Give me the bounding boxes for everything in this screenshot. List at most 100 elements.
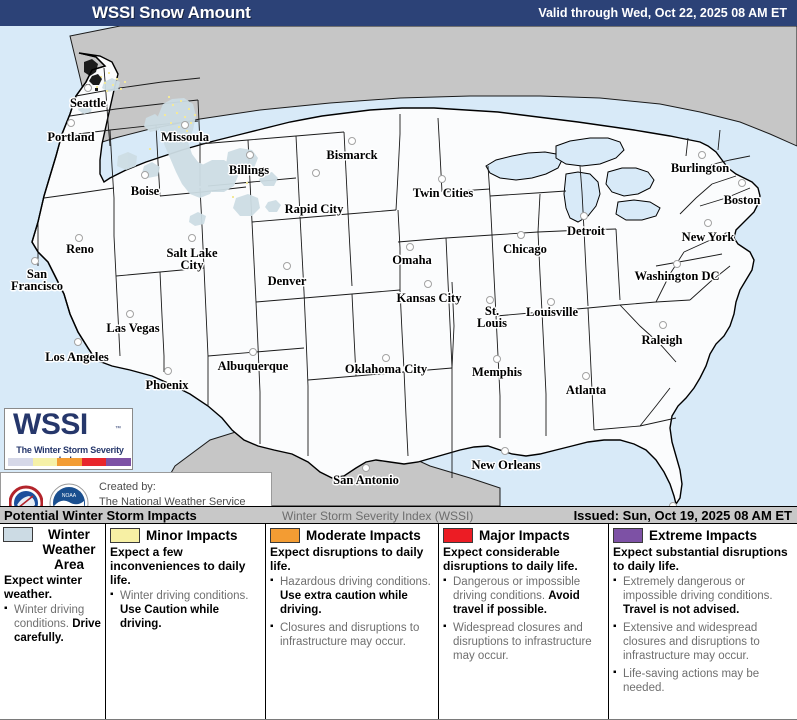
legend-bullets-moderate-impacts: Hazardous driving conditions. Use extra …	[266, 574, 438, 649]
legend-bullet-item: Winter driving conditions. Use Caution w…	[110, 588, 261, 631]
wssi-bar-0	[8, 458, 33, 466]
wssi-bar-4	[106, 458, 131, 466]
city-dot[interactable]	[249, 348, 257, 356]
city-dot[interactable]	[517, 231, 525, 239]
minor-impacts-speckles	[96, 72, 248, 198]
city-dot[interactable]	[126, 310, 134, 318]
city-dot[interactable]	[547, 298, 555, 306]
legend-title-major-impacts: Major Impacts	[479, 528, 570, 543]
puget-sound-detail	[84, 59, 102, 91]
legend-column-minor-impacts: Minor Impacts Expect a few inconveniences…	[105, 524, 265, 719]
legend-column-moderate-impacts: Moderate Impacts Expect disruptions to da…	[265, 524, 438, 719]
legend-intro-extreme-impacts: Expect substantial disruptions to daily …	[613, 545, 788, 573]
legend-intro-winter-weather-area: Expect winter weather.	[4, 573, 83, 601]
wssi-bar-3	[81, 458, 107, 466]
state-boundaries	[37, 67, 751, 478]
strip-left-label: Potential Winter Storm Impacts	[4, 508, 197, 523]
city-dot[interactable]	[406, 243, 414, 251]
legend-intro-major-impacts: Expect considerable disruptions to daily…	[443, 545, 578, 573]
city-dot[interactable]	[74, 338, 82, 346]
legend-intro-moderate-impacts: Expect disruptions to daily life.	[270, 545, 424, 573]
city-dot[interactable]	[669, 502, 677, 506]
legend-column-winter-weather-area: Winter Weather Area Expect winter weather…	[0, 524, 105, 719]
city-dot[interactable]	[493, 355, 501, 363]
impacts-legend: Winter Weather Area Expect winter weather…	[0, 524, 797, 720]
winter-weather-area-shading	[78, 78, 281, 226]
legend-title-moderate-impacts: Moderate Impacts	[306, 528, 421, 543]
legend-swatch-extreme-impacts	[613, 528, 643, 543]
city-dot[interactable]	[362, 464, 370, 472]
us-outline-overlay	[31, 52, 107, 361]
svg-text:NOAA: NOAA	[62, 493, 77, 499]
legend-title-extreme-impacts: Extreme Impacts	[649, 528, 758, 543]
city-dot[interactable]	[704, 219, 712, 227]
legend-bullet-item: Extensive and widespread closures and di…	[613, 620, 793, 663]
city-dot[interactable]	[424, 280, 432, 288]
city-dot[interactable]	[246, 151, 254, 159]
map-canvas[interactable]: Seattle Portland Missoula Billings Bismarck B…	[0, 26, 797, 506]
nws-seal-icon	[9, 485, 43, 506]
city-dot[interactable]	[438, 175, 446, 183]
legend-bullets-extreme-impacts: Extremely dangerous or impossible drivin…	[609, 574, 797, 695]
city-dot[interactable]	[141, 171, 149, 179]
legend-bullets-minor-impacts: Winter driving conditions. Use Caution w…	[106, 588, 265, 631]
legend-bullet-item: Extremely dangerous or impossible drivin…	[613, 574, 793, 617]
city-dot[interactable]	[164, 367, 172, 375]
legend-bullets-major-impacts: Dangerous or impossible driving conditio…	[439, 574, 608, 663]
city-dot[interactable]	[659, 321, 667, 329]
legend-bullet-item: Dangerous or impossible driving conditio…	[443, 574, 604, 617]
page-title: WSSI Snow Amount	[92, 3, 251, 22]
city-dot[interactable]	[582, 372, 590, 380]
city-dot[interactable]	[188, 234, 196, 242]
legend-bullets-winter-weather-area: Winter driving conditions. Drive careful…	[0, 602, 105, 645]
valid-through-text: Valid through Wed, Oct 22, 2025 08 AM ET	[538, 6, 787, 20]
city-dot[interactable]	[348, 137, 356, 145]
credit-line-1: Created by:	[99, 481, 156, 493]
wssi-bar-1	[32, 458, 58, 466]
legend-title-winter-weather-area: Winter Weather Area	[42, 527, 96, 572]
impacts-strip: Potential Winter Storm Impacts Winter St…	[0, 506, 797, 524]
canada-landmass	[69, 26, 797, 147]
city-dot[interactable]	[580, 212, 588, 220]
wssi-color-bars	[8, 458, 131, 466]
legend-bullet-item: Life-saving actions may be needed.	[613, 666, 793, 695]
city-dot[interactable]	[84, 84, 92, 92]
legend-title-minor-impacts: Minor Impacts	[146, 528, 238, 543]
legend-bullet-item: Closures and disruptions to infrastructu…	[270, 620, 434, 649]
city-dot[interactable]	[181, 121, 189, 129]
legend-column-major-impacts: Major Impacts Expect considerable disrupt…	[438, 524, 608, 719]
credit-box: NOAA Created by: The National Weather Se…	[0, 472, 272, 506]
city-dot[interactable]	[673, 260, 681, 268]
city-dot[interactable]	[31, 257, 39, 265]
title-bar: WSSI Snow Amount Valid through Wed, Oct …	[0, 0, 797, 26]
legend-swatch-major-impacts	[443, 528, 473, 543]
legend-swatch-minor-impacts	[110, 528, 140, 543]
wssi-logo: WSSI ™ The Winter Storm Severity Index	[4, 408, 133, 470]
wssi-bar-2	[57, 458, 82, 466]
city-dot[interactable]	[283, 262, 291, 270]
legend-bullet-item: Hazardous driving conditions. Use extra …	[270, 574, 434, 617]
strip-middle-label: Winter Storm Severity Index (WSSI)	[282, 509, 474, 523]
city-dot[interactable]	[312, 169, 320, 177]
great-lakes	[485, 137, 661, 223]
strip-issued-label: Issued: Sun, Oct 19, 2025 08 AM ET	[573, 508, 792, 523]
credit-text: Created by: The National Weather Service…	[99, 480, 246, 506]
legend-swatch-moderate-impacts	[270, 528, 300, 543]
city-dot[interactable]	[75, 234, 83, 242]
legend-swatch-winter-weather-area	[3, 527, 33, 542]
legend-bullet-item: Widespread closures and disruptions to i…	[443, 620, 604, 663]
city-dot[interactable]	[501, 447, 509, 455]
legend-bullet-item: Winter driving conditions. Drive careful…	[4, 602, 101, 645]
trademark-mark: ™	[115, 426, 121, 432]
city-dot[interactable]	[382, 354, 390, 362]
city-dot[interactable]	[738, 179, 746, 187]
city-dot[interactable]	[486, 296, 494, 304]
wssi-wordmark: WSSI	[13, 408, 88, 441]
legend-intro-minor-impacts: Expect a few inconveniences to daily lif…	[110, 545, 246, 587]
legend-column-extreme-impacts: Extreme Impacts Expect substantial disrup…	[608, 524, 797, 719]
city-dot[interactable]	[698, 151, 706, 159]
credit-line-2: The National Weather Service	[99, 495, 246, 507]
noaa-seal-icon: NOAA	[49, 483, 89, 506]
city-dot[interactable]	[67, 119, 75, 127]
